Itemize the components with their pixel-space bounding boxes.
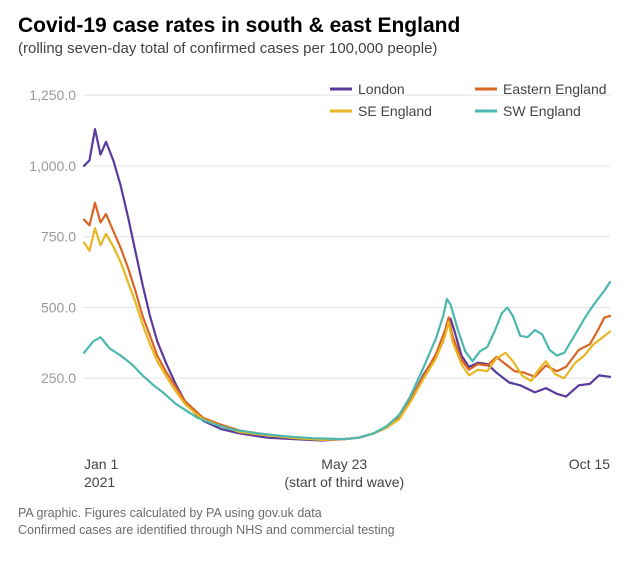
y-tick-label: 750.0 bbox=[41, 229, 76, 245]
chart-title: Covid-19 case rates in south & east Engl… bbox=[18, 14, 622, 38]
series-line bbox=[84, 203, 610, 439]
x-tick-sublabel: 2021 bbox=[84, 474, 115, 490]
legend-label: Eastern England bbox=[503, 81, 607, 97]
y-tick-label: 250.0 bbox=[41, 370, 76, 386]
legend-label: London bbox=[358, 81, 405, 97]
x-tick-label: May 23 bbox=[321, 456, 367, 472]
y-tick-label: 500.0 bbox=[41, 299, 76, 315]
y-tick-label: 1,250.0 bbox=[29, 87, 76, 103]
x-tick-label: Oct 15 bbox=[569, 456, 610, 472]
credits-line-2: Confirmed cases are identified through N… bbox=[18, 522, 622, 539]
legend-label: SE England bbox=[358, 103, 432, 119]
chart-area: 250.0 500.0 750.0 1,000.0 1,250.0 Jan 1 2021 Ma… bbox=[18, 67, 622, 497]
x-tick-sublabel: (start of third wave) bbox=[284, 474, 404, 490]
credits-block: PA graphic. Figures calculated by PA usi… bbox=[18, 505, 622, 539]
line-chart-svg: 250.0 500.0 750.0 1,000.0 1,250.0 Jan 1 2021 Ma… bbox=[18, 67, 622, 497]
x-tick-label: Jan 1 bbox=[84, 456, 118, 472]
chart-subtitle: (rolling seven-day total of confirmed ca… bbox=[18, 40, 622, 57]
legend-label: SW England bbox=[503, 103, 581, 119]
credits-line-1: PA graphic. Figures calculated by PA usi… bbox=[18, 505, 622, 522]
y-tick-label: 1,000.0 bbox=[29, 158, 76, 174]
series-line bbox=[84, 282, 610, 439]
page-root: Covid-19 case rates in south & east Engl… bbox=[0, 0, 640, 581]
